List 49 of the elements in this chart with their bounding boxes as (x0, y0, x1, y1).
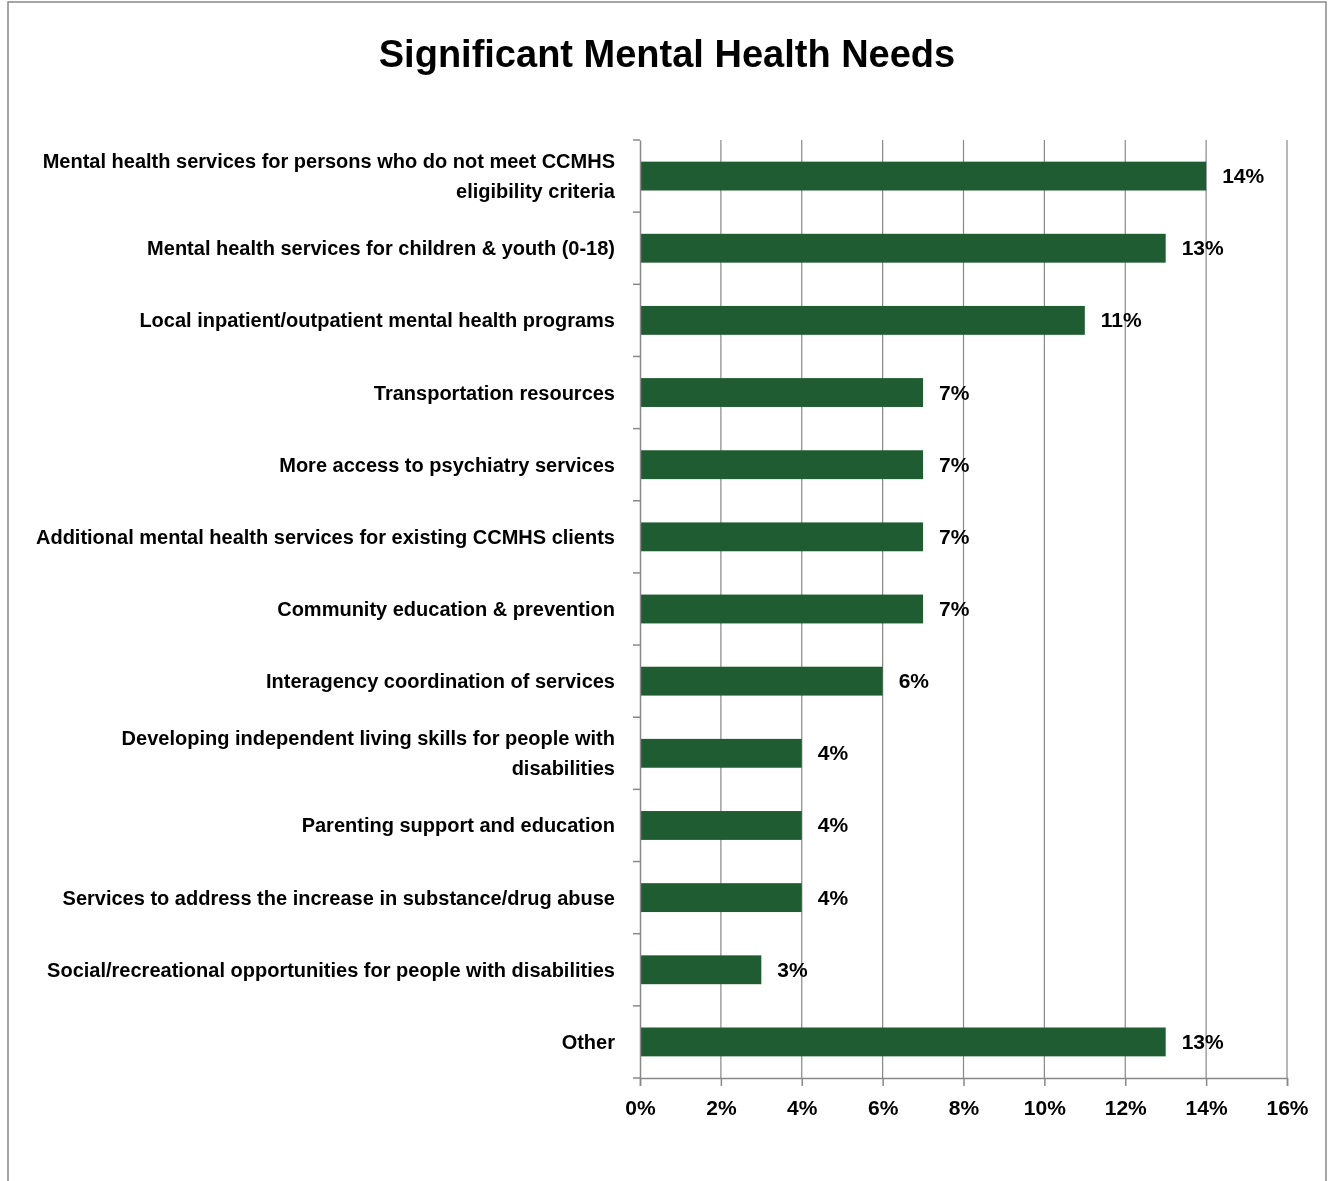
y-tick-label: Services to address the increase in substance/drug abuse (62, 886, 615, 909)
y-tick-label: Parenting support and education (301, 814, 615, 837)
bar (640, 811, 802, 840)
bar (640, 666, 883, 696)
x-tick-label: 2% (706, 1095, 737, 1119)
bar (640, 883, 802, 913)
bar (640, 378, 924, 407)
bar (640, 161, 1207, 191)
chart-title: Significant Mental Health Needs (378, 33, 956, 75)
data-label: 3% (777, 957, 808, 981)
bar (640, 955, 762, 985)
x-tick-label: 16% (1266, 1095, 1309, 1119)
y-tick-label: Mental health services for children & youth (0-18) (147, 237, 615, 260)
bar (640, 522, 924, 552)
y-tick-label: Developing independent living skills for people with disabilities (121, 727, 615, 780)
y-tick-label: Community education & prevention (277, 598, 615, 620)
x-tick-label: 0% (625, 1095, 656, 1119)
bar (640, 594, 924, 624)
data-label: 13% (1181, 236, 1225, 260)
data-label: 7% (939, 524, 970, 548)
data-label: 14% (1222, 164, 1265, 188)
data-label: 7% (939, 597, 970, 620)
bar (640, 305, 1085, 335)
data-label: 13% (1181, 1029, 1225, 1053)
x-tick-label: 8% (948, 1095, 980, 1119)
data-label: 7% (939, 452, 970, 476)
x-tick-label: 12% (1104, 1095, 1148, 1119)
data-label: 4% (817, 885, 849, 909)
y-tick-label: Transportation resources (373, 381, 615, 404)
x-tick-label: 4% (787, 1095, 818, 1119)
data-label: 4% (817, 741, 849, 765)
y-tick-label: Interagency coordination of services (266, 670, 615, 693)
bar (640, 738, 802, 768)
y-tick-label: Social/recreational opportunities for people with disabilities (47, 958, 615, 981)
data-label: 11% (1100, 308, 1143, 332)
bar (640, 450, 924, 480)
data-label: 6% (898, 669, 930, 693)
x-tick-label: 10% (1023, 1095, 1067, 1119)
x-tick-label: 6% (867, 1095, 899, 1119)
bar (640, 233, 1166, 263)
data-label: 7% (939, 380, 970, 404)
y-tick-label: Mental health services for persons who do not meet CCMHS eligibility criteria (42, 150, 616, 203)
x-tick-label: 14% (1185, 1095, 1228, 1119)
y-tick-label: More access to psychiatry services (279, 453, 615, 476)
y-tick-label: Other (561, 1030, 616, 1053)
y-tick-label: Local inpatient/outpatient mental health programs (139, 309, 615, 332)
bar (640, 1027, 1166, 1057)
y-tick-label: Additional mental health services for existing CCMHS clients (35, 525, 615, 548)
data-label: 4% (817, 813, 849, 837)
